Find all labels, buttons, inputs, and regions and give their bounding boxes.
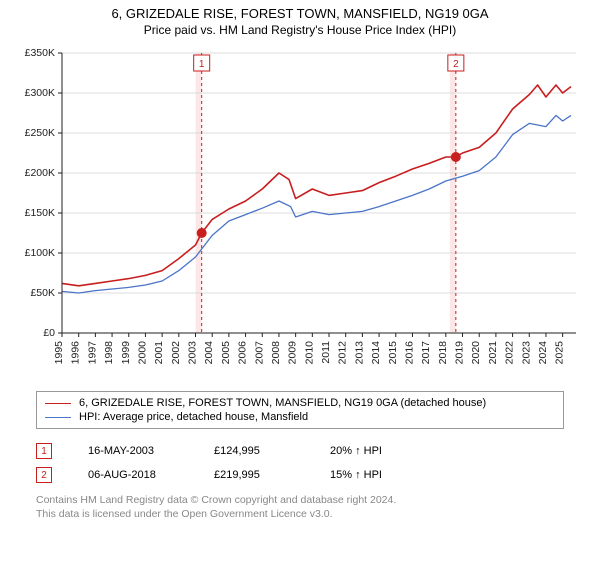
sale-marker-1-label: 1 <box>41 446 47 457</box>
svg-text:2006: 2006 <box>237 341 249 365</box>
legend-swatch-property <box>45 403 71 404</box>
svg-text:£0: £0 <box>43 327 55 339</box>
sale-price-1: £124,995 <box>214 445 294 457</box>
page-subtitle: Price paid vs. HM Land Registry's House … <box>0 23 600 37</box>
svg-text:2021: 2021 <box>487 341 499 365</box>
svg-text:2022: 2022 <box>504 341 516 365</box>
svg-text:£50K: £50K <box>30 287 55 299</box>
sale-marker-2: 2 <box>36 467 52 483</box>
svg-text:2012: 2012 <box>337 341 349 365</box>
sales-table: 1 16-MAY-2003 £124,995 20% ↑ HPI 2 06-AU… <box>36 439 564 487</box>
svg-text:2020: 2020 <box>470 341 482 365</box>
svg-text:2019: 2019 <box>454 341 466 365</box>
svg-text:£350K: £350K <box>25 47 55 59</box>
svg-text:2017: 2017 <box>420 341 432 365</box>
svg-text:2013: 2013 <box>353 341 365 365</box>
svg-text:2003: 2003 <box>187 341 199 365</box>
svg-text:2014: 2014 <box>370 341 382 365</box>
svg-text:2015: 2015 <box>387 341 399 365</box>
svg-text:2002: 2002 <box>170 341 182 365</box>
svg-text:2009: 2009 <box>287 341 299 365</box>
svg-text:£100K: £100K <box>25 247 55 259</box>
legend-label-property: 6, GRIZEDALE RISE, FOREST TOWN, MANSFIEL… <box>79 397 486 409</box>
attribution-line1: Contains HM Land Registry data © Crown c… <box>36 493 564 507</box>
svg-text:1999: 1999 <box>120 341 132 365</box>
svg-text:£200K: £200K <box>25 167 55 179</box>
legend-swatch-hpi <box>45 417 71 418</box>
sale-delta-1: 20% ↑ HPI <box>330 445 382 457</box>
svg-text:2001: 2001 <box>153 341 165 365</box>
chart-container: { "title": "6, GRIZEDALE RISE, FOREST TO… <box>0 6 600 566</box>
sale-date-1: 16-MAY-2003 <box>88 445 178 457</box>
svg-text:2011: 2011 <box>320 341 332 364</box>
svg-text:2010: 2010 <box>303 341 315 365</box>
chart-svg: 1 2 £0 £50K £100K £150K £200K £250K £300K £350K 19… <box>14 43 586 383</box>
svg-text:2004: 2004 <box>203 341 215 365</box>
attribution: Contains HM Land Registry data © Crown c… <box>36 493 564 521</box>
svg-text:2018: 2018 <box>437 341 449 365</box>
svg-text:2007: 2007 <box>253 341 265 365</box>
legend-item-hpi: HPI: Average price, detached house, Mans… <box>45 410 555 424</box>
svg-text:1997: 1997 <box>86 341 98 365</box>
svg-text:2025: 2025 <box>554 341 566 365</box>
svg-text:2023: 2023 <box>520 341 532 365</box>
sale-row-1: 1 16-MAY-2003 £124,995 20% ↑ HPI <box>36 439 564 463</box>
sale-marker-1: 1 <box>36 443 52 459</box>
attribution-line2: This data is licensed under the Open Gov… <box>36 507 564 521</box>
svg-text:1: 1 <box>199 59 205 70</box>
sale-row-2: 2 06-AUG-2018 £219,995 15% ↑ HPI <box>36 463 564 487</box>
svg-text:£150K: £150K <box>25 207 55 219</box>
svg-text:1996: 1996 <box>70 341 82 365</box>
legend-label-hpi: HPI: Average price, detached house, Mans… <box>79 411 308 423</box>
svg-text:2008: 2008 <box>270 341 282 365</box>
svg-text:1995: 1995 <box>53 341 65 365</box>
legend-item-property: 6, GRIZEDALE RISE, FOREST TOWN, MANSFIEL… <box>45 396 555 410</box>
svg-text:2000: 2000 <box>136 341 148 365</box>
svg-text:£250K: £250K <box>25 127 55 139</box>
svg-text:£300K: £300K <box>25 87 55 99</box>
sale-price-2: £219,995 <box>214 469 294 481</box>
legend-box: 6, GRIZEDALE RISE, FOREST TOWN, MANSFIEL… <box>36 391 564 429</box>
page-title: 6, GRIZEDALE RISE, FOREST TOWN, MANSFIEL… <box>0 6 600 21</box>
svg-text:2: 2 <box>453 59 459 70</box>
sale-date-2: 06-AUG-2018 <box>88 469 178 481</box>
svg-text:2024: 2024 <box>537 341 549 365</box>
svg-text:1998: 1998 <box>103 341 115 365</box>
sale-marker-2-label: 2 <box>41 470 47 481</box>
sale-delta-2: 15% ↑ HPI <box>330 469 382 481</box>
svg-text:2016: 2016 <box>403 341 415 365</box>
price-chart: 1 2 £0 £50K £100K £150K £200K £250K £300K £350K 19… <box>14 43 586 383</box>
svg-text:2005: 2005 <box>220 341 232 365</box>
